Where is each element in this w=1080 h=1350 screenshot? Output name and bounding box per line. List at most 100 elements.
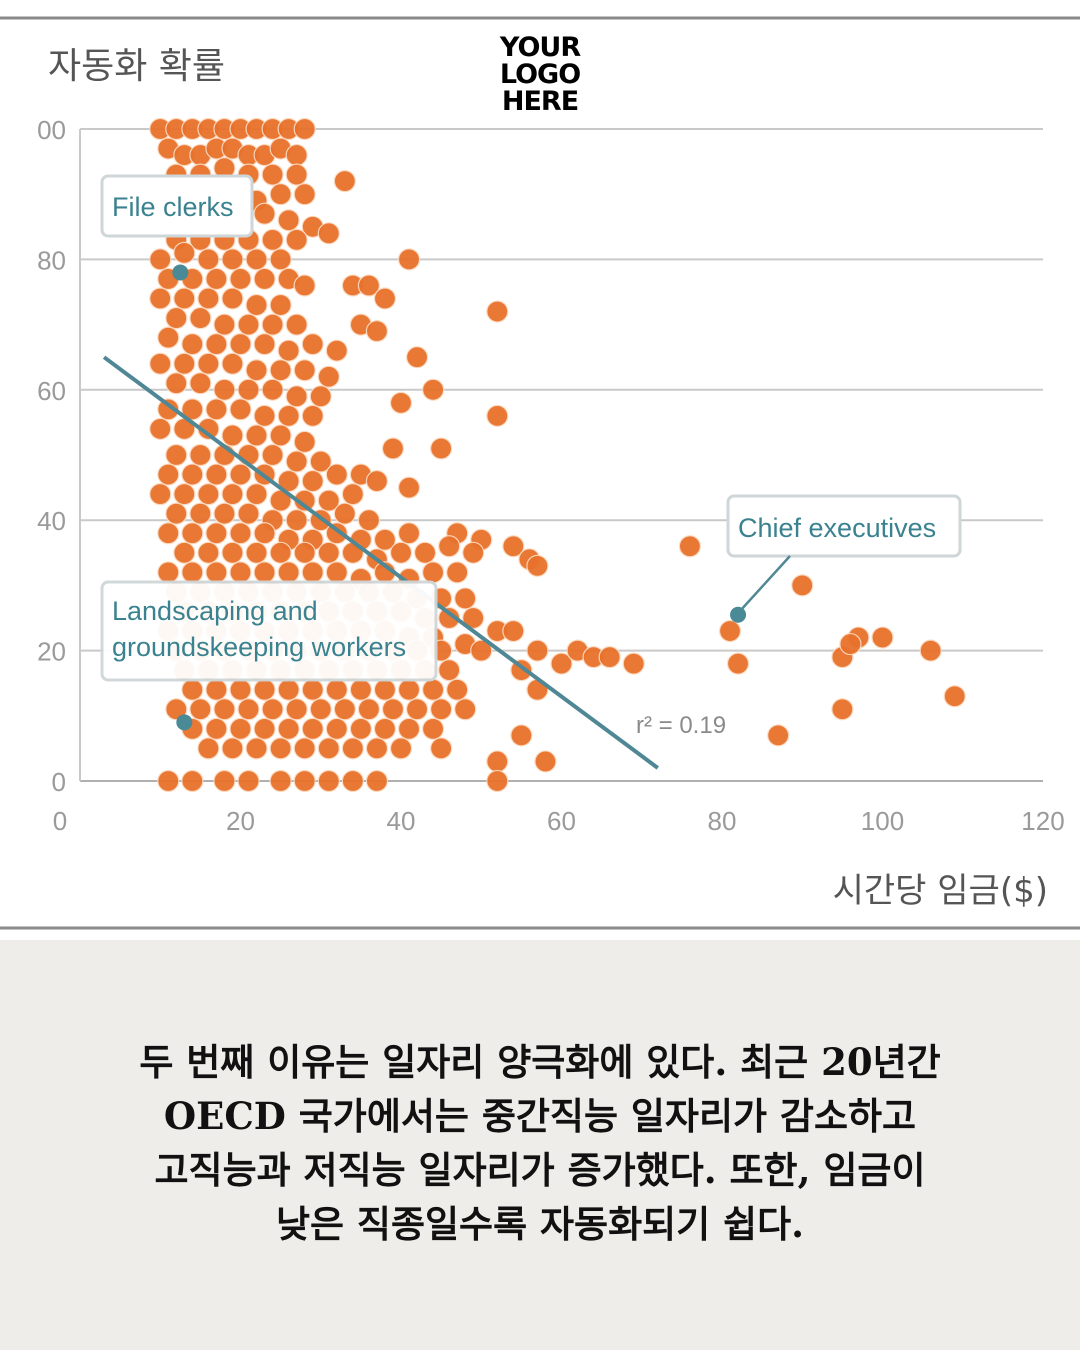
x-tick-label: 40 xyxy=(387,806,416,836)
data-point xyxy=(221,483,244,506)
caption-text: 두 번째 이유는 일자리 양극화에 있다. 최근 20년간 OECD 국가에서는… xyxy=(139,1040,941,1246)
data-point xyxy=(446,678,469,701)
data-point xyxy=(365,769,389,793)
data-point xyxy=(197,352,220,375)
data-point xyxy=(213,313,236,336)
data-point xyxy=(277,404,300,427)
highlight-point-chief-executives xyxy=(730,606,747,623)
data-point xyxy=(245,248,268,271)
data-point xyxy=(791,574,814,597)
data-point xyxy=(237,502,260,525)
data-point xyxy=(197,287,220,310)
data-point xyxy=(189,306,212,330)
data-point xyxy=(397,476,421,499)
data-point xyxy=(293,541,316,564)
data-point xyxy=(261,313,284,336)
y-tick-label: 80 xyxy=(37,245,66,275)
data-point xyxy=(189,502,212,525)
data-point xyxy=(526,639,549,662)
data-point xyxy=(438,659,461,682)
data-point xyxy=(502,619,525,643)
x-tick-label: 60 xyxy=(547,806,576,836)
data-point xyxy=(205,522,228,545)
data-point xyxy=(253,522,276,545)
data-point xyxy=(317,222,340,245)
data-point xyxy=(293,274,316,297)
data-point xyxy=(165,698,188,721)
data-point xyxy=(221,287,244,310)
data-point xyxy=(301,404,324,427)
y-tick-label: 40 xyxy=(37,506,66,536)
data-point xyxy=(157,463,180,486)
x-tick-label: 120 xyxy=(1021,806,1064,836)
data-point xyxy=(325,717,348,740)
data-point xyxy=(293,430,316,454)
data-point xyxy=(221,424,244,447)
trend-line xyxy=(102,355,659,770)
data-point xyxy=(373,678,397,701)
data-point xyxy=(205,267,228,291)
data-point xyxy=(486,769,509,793)
annotation-leader-chief-executives xyxy=(741,555,791,610)
data-point xyxy=(438,606,461,630)
data-point xyxy=(277,469,300,493)
data-point xyxy=(213,698,236,721)
data-point xyxy=(245,737,268,760)
data-point xyxy=(221,248,244,271)
data-point xyxy=(357,698,380,721)
data-point xyxy=(181,678,204,701)
data-point xyxy=(397,678,421,701)
data-point xyxy=(277,678,300,701)
data-point xyxy=(269,359,292,382)
data-point xyxy=(534,750,557,773)
data-point xyxy=(237,698,260,721)
data-point xyxy=(181,561,204,584)
data-point xyxy=(261,163,284,186)
data-point xyxy=(269,424,292,447)
highlight-point-landscaping xyxy=(176,714,193,731)
data-point xyxy=(269,183,292,206)
data-point xyxy=(357,509,380,532)
data-point xyxy=(365,469,389,493)
data-point xyxy=(213,769,236,793)
data-point xyxy=(205,717,228,740)
data-point xyxy=(277,717,300,740)
data-point xyxy=(277,339,300,362)
data-point xyxy=(165,372,188,395)
data-point xyxy=(149,352,172,375)
data-point xyxy=(285,509,308,532)
data-point xyxy=(149,287,172,310)
data-point xyxy=(333,502,356,525)
data-point xyxy=(422,717,445,740)
data-point xyxy=(269,737,292,760)
data-point xyxy=(157,561,180,584)
data-point xyxy=(189,698,212,721)
data-point xyxy=(197,541,220,564)
data-point xyxy=(486,404,509,427)
data-point xyxy=(317,489,340,512)
data-point xyxy=(285,313,308,336)
data-point xyxy=(229,561,252,584)
data-point xyxy=(333,698,356,721)
logo-line-3: HERE xyxy=(501,86,579,117)
data-point xyxy=(269,769,292,793)
annotation-box-file-clerks xyxy=(100,174,254,238)
data-point xyxy=(157,398,180,421)
data-point xyxy=(462,606,485,630)
data-point xyxy=(413,541,437,564)
data-point xyxy=(446,561,469,584)
data-point xyxy=(301,678,324,701)
data-point xyxy=(173,287,196,310)
data-point xyxy=(341,769,364,793)
data-point xyxy=(470,639,493,662)
data-point xyxy=(397,522,421,545)
data-point xyxy=(726,652,750,675)
data-point xyxy=(253,678,276,701)
data-point xyxy=(253,561,276,584)
data-point xyxy=(622,652,645,675)
data-point xyxy=(221,352,244,375)
data-point xyxy=(237,378,260,401)
data-point xyxy=(943,685,966,708)
data-point xyxy=(261,228,284,251)
data-point xyxy=(245,483,268,506)
